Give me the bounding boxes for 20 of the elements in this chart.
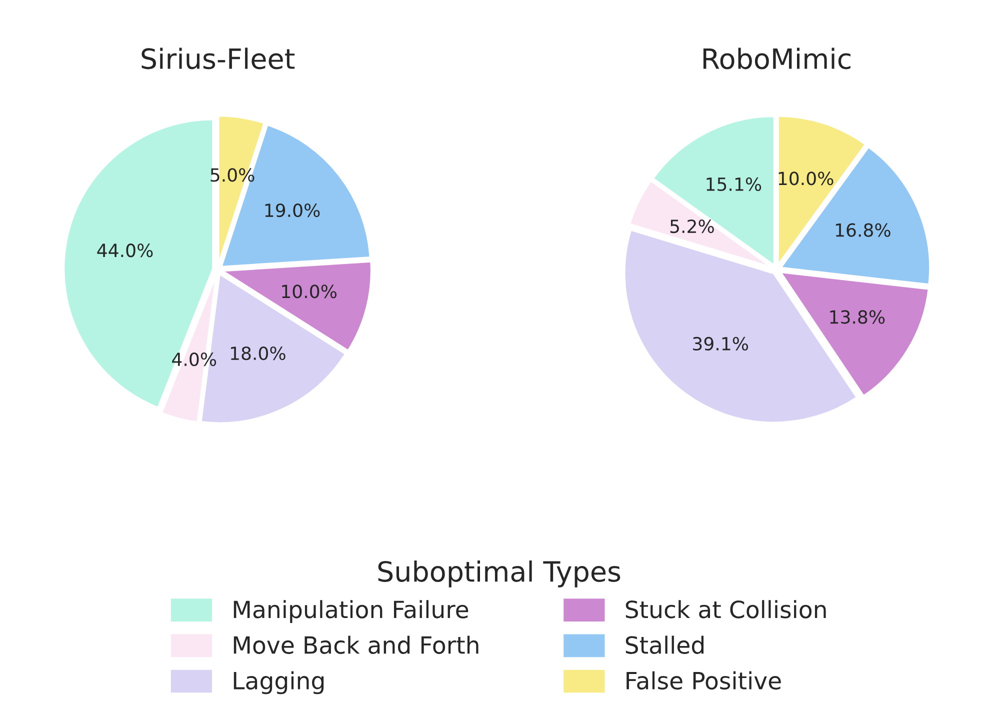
data-label: 4.0%: [172, 352, 216, 366]
data-label: 19.0%: [265, 203, 320, 218]
data-label: 18.0%: [230, 346, 286, 360]
legend-label: Stuck at Collision: [626, 600, 826, 618]
legend-label: Stalled: [626, 636, 704, 654]
data-label: 10.0%: [778, 172, 834, 186]
legend-label: False Positive: [626, 671, 781, 690]
data-label: 15.1%: [706, 177, 762, 192]
legend-label: Lagging: [234, 671, 324, 694]
data-label: 10.0%: [282, 284, 337, 298]
data-label: 13.8%: [830, 310, 885, 324]
legend-title: Suboptimal Types: [378, 560, 620, 588]
chart-title: RoboMimic: [703, 48, 850, 70]
data-label: 5.2%: [670, 219, 714, 234]
legend-label: Manipulation Failure: [234, 600, 468, 623]
data-label: 44.0%: [97, 244, 153, 258]
chart-title: Sirius-Fleet: [142, 48, 295, 70]
legend-label: Move Back and Forth: [234, 636, 478, 654]
data-label: 39.1%: [693, 336, 748, 351]
data-label: 16.8%: [836, 223, 890, 237]
